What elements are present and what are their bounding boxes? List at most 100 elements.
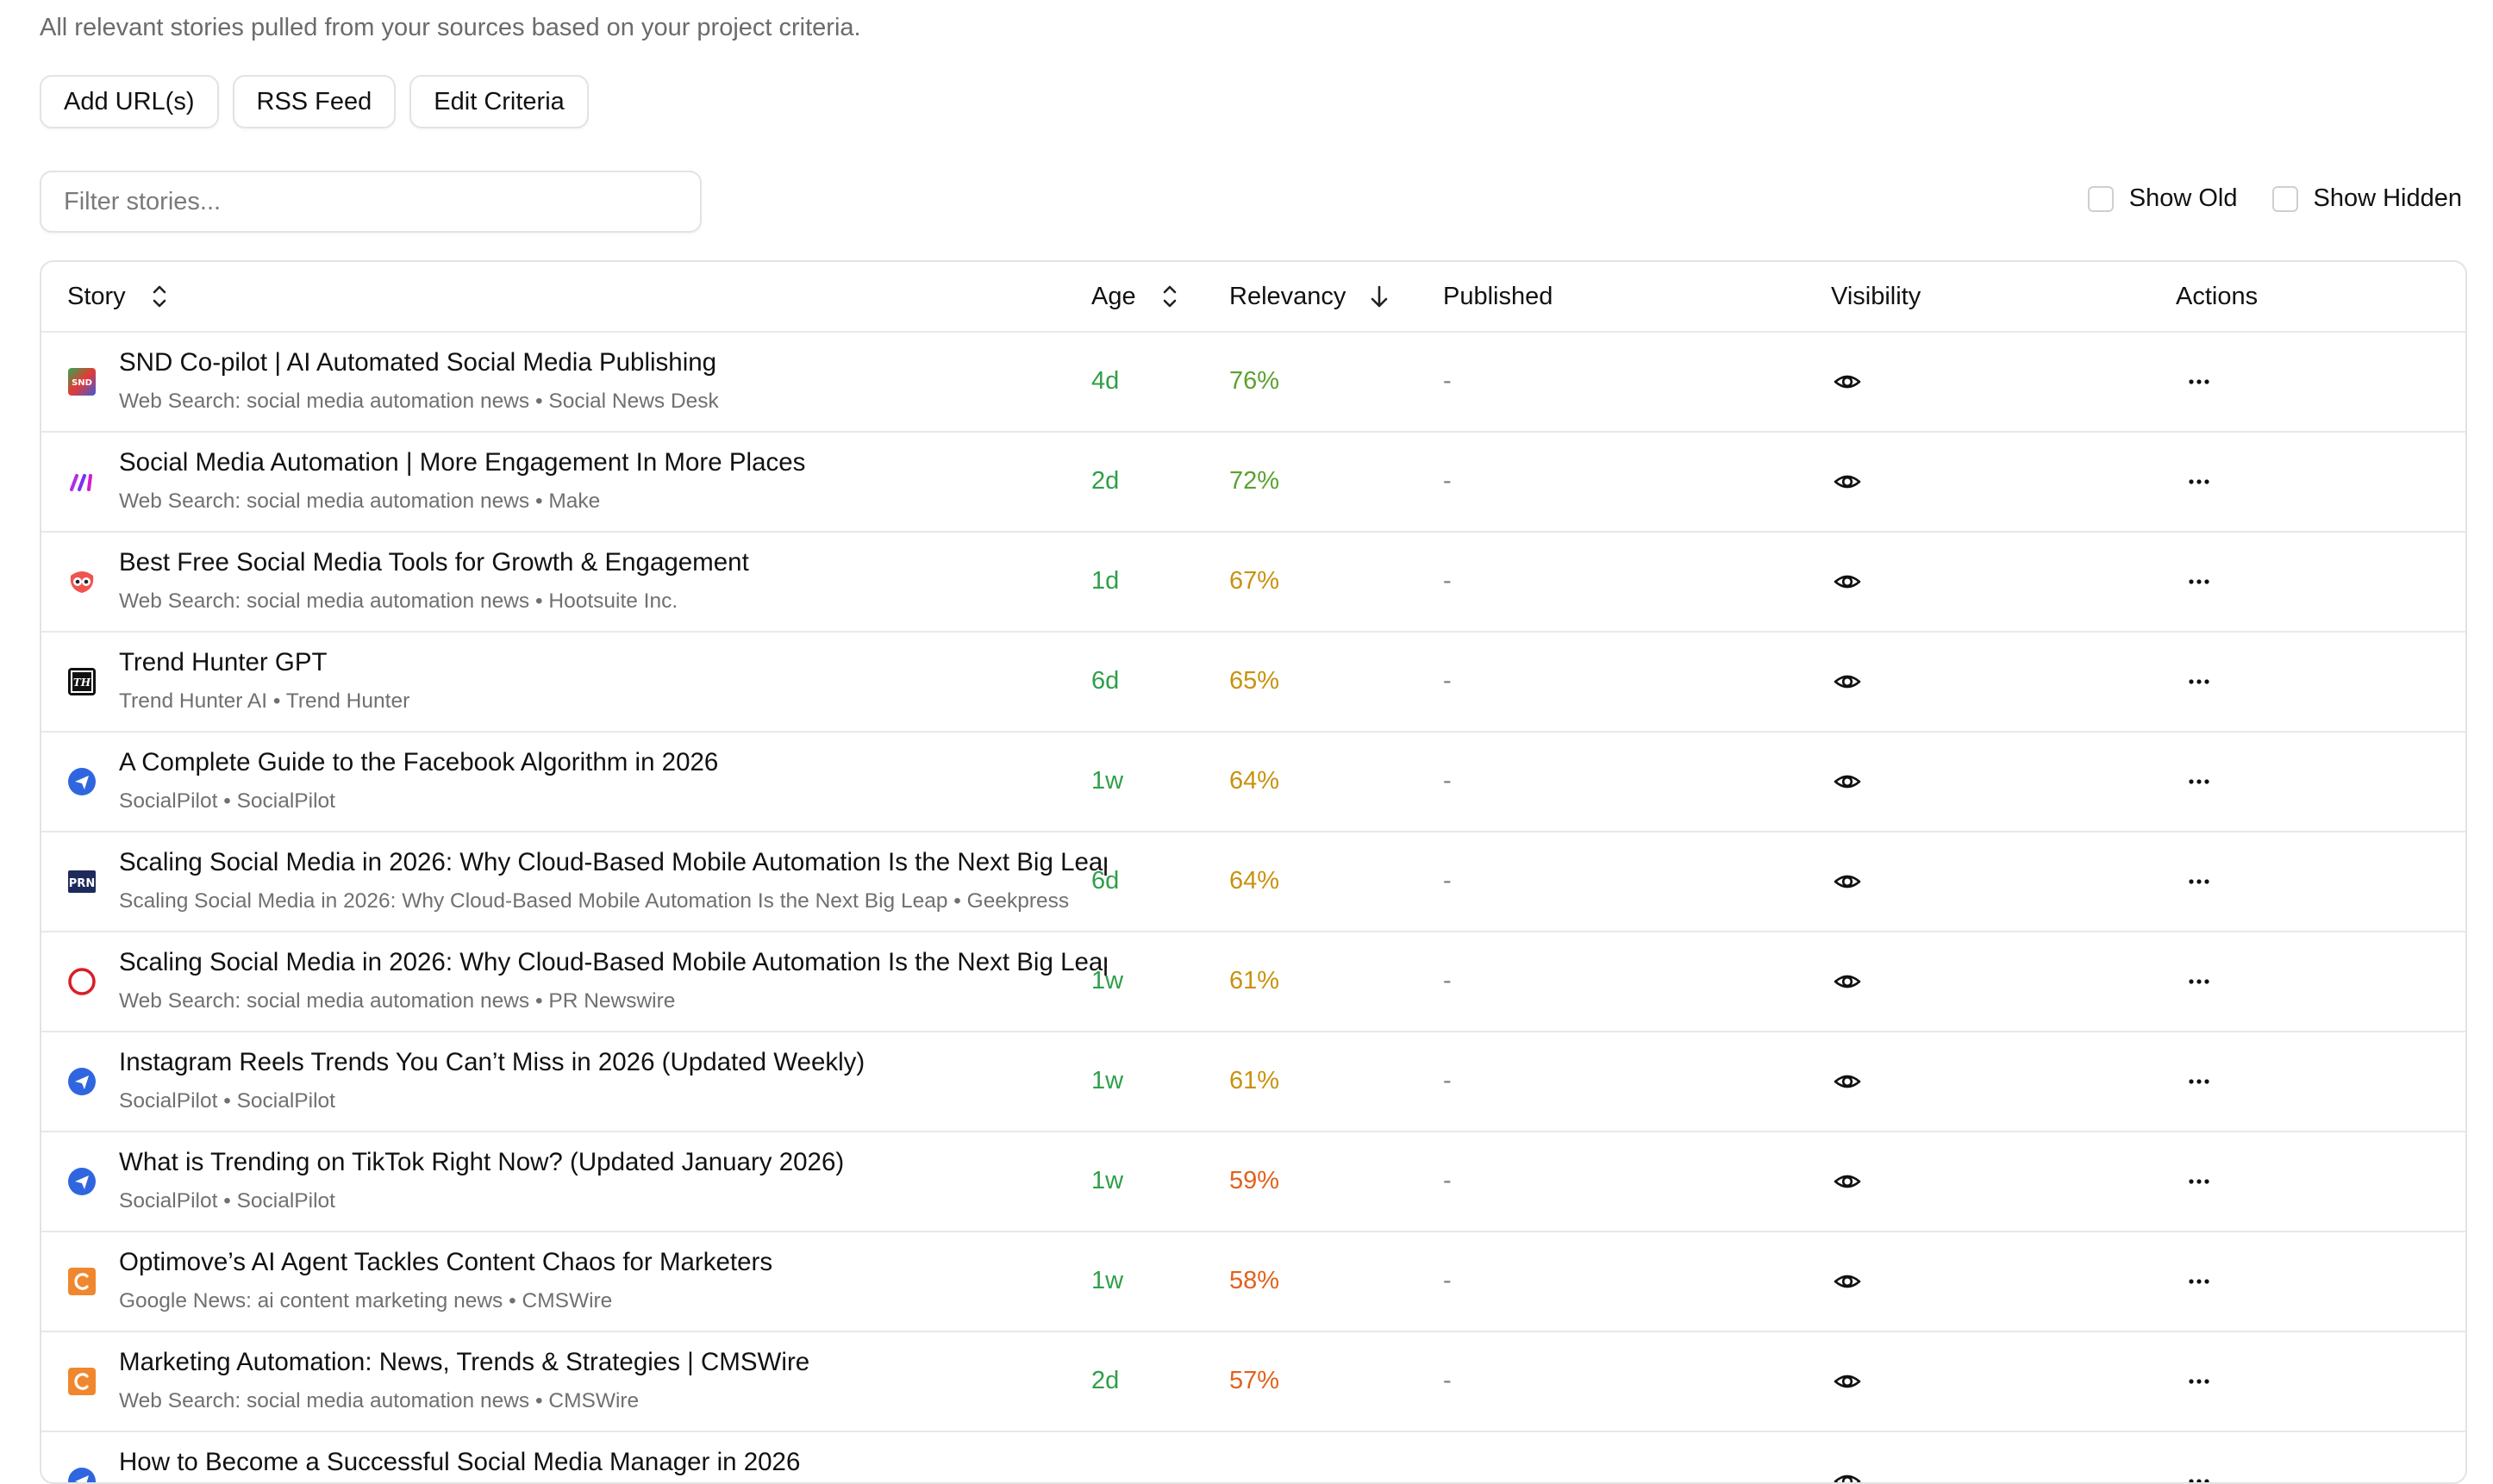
story-title-link[interactable]: How to Become a Successful Social Media … bbox=[119, 1448, 801, 1476]
visibility-eye-icon[interactable] bbox=[1833, 367, 1862, 396]
sort-both-icon[interactable] bbox=[1159, 283, 1181, 310]
table-header: Story Age Relevancy Published Visibility bbox=[41, 262, 2465, 333]
story-title-link[interactable]: Best Free Social Media Tools for Growth … bbox=[119, 548, 749, 577]
story-source-meta: Web Search: social media automation news… bbox=[119, 989, 676, 1013]
hootsuite-favicon-icon bbox=[67, 567, 97, 596]
socialpilot-favicon-icon bbox=[67, 1067, 97, 1096]
show-old-label: Show Old bbox=[2128, 184, 2238, 212]
table-row[interactable]: Optimove’s AI Agent Tackles Content Chao… bbox=[41, 1232, 2465, 1332]
table-row[interactable]: SND SND Co-pilot | AI Automated Social Me… bbox=[41, 333, 2465, 433]
story-relevancy: 61% bbox=[1229, 1067, 1280, 1094]
show-old-toggle[interactable]: Show Old bbox=[2087, 184, 2238, 213]
story-title-link[interactable]: Social Media Automation | More Engagemen… bbox=[119, 448, 806, 477]
visibility-eye-icon[interactable] bbox=[1833, 1067, 1862, 1096]
show-hidden-toggle[interactable]: Show Hidden bbox=[2271, 184, 2462, 213]
visibility-eye-icon[interactable] bbox=[1833, 967, 1862, 996]
table-row[interactable]: How to Become a Successful Social Media … bbox=[41, 1432, 2465, 1482]
show-old-checkbox[interactable] bbox=[2087, 185, 2114, 212]
story-published: - bbox=[1443, 567, 1452, 595]
table-row[interactable]: Instagram Reels Trends You Can’t Miss in… bbox=[41, 1032, 2465, 1132]
more-actions-icon[interactable] bbox=[2184, 867, 2214, 896]
story-age: 1w bbox=[1091, 1067, 1124, 1094]
column-header-story[interactable]: Story bbox=[67, 262, 171, 331]
sort-both-icon[interactable] bbox=[148, 283, 171, 310]
more-actions-icon[interactable] bbox=[2184, 667, 2214, 696]
more-actions-icon[interactable] bbox=[2184, 567, 2214, 596]
visibility-eye-icon[interactable] bbox=[1833, 467, 1862, 496]
story-age: 4d bbox=[1091, 367, 1120, 395]
story-age: 2d bbox=[1091, 467, 1120, 495]
add-urls-button[interactable]: Add URL(s) bbox=[40, 75, 219, 128]
story-title-link[interactable]: A Complete Guide to the Facebook Algorit… bbox=[119, 748, 719, 776]
table-row[interactable]: Marketing Automation: News, Trends & Str… bbox=[41, 1332, 2465, 1432]
prn-favicon-icon: PRN bbox=[67, 867, 97, 896]
column-header-relevancy[interactable]: Relevancy bbox=[1229, 262, 1390, 331]
visibility-eye-icon[interactable] bbox=[1833, 1267, 1862, 1296]
more-actions-icon[interactable] bbox=[2184, 367, 2214, 396]
column-header-visibility: Visibility bbox=[1831, 262, 1921, 331]
story-title-link[interactable]: Instagram Reels Trends You Can’t Miss in… bbox=[119, 1048, 865, 1076]
visibility-eye-icon[interactable] bbox=[1833, 667, 1862, 696]
table-body: SND SND Co-pilot | AI Automated Social Me… bbox=[41, 333, 2465, 1482]
column-header-published: Published bbox=[1443, 262, 1553, 331]
edit-criteria-button[interactable]: Edit Criteria bbox=[409, 75, 589, 128]
story-title-link[interactable]: What is Trending on TikTok Right Now? (U… bbox=[119, 1148, 845, 1176]
column-label-age: Age bbox=[1091, 282, 1136, 310]
story-title-link[interactable]: Optimove’s AI Agent Tackles Content Chao… bbox=[119, 1248, 773, 1276]
more-actions-icon[interactable] bbox=[2184, 967, 2214, 996]
story-relevancy: 65% bbox=[1229, 667, 1280, 695]
table-row[interactable]: Social Media Automation | More Engagemen… bbox=[41, 433, 2465, 533]
rss-feed-button[interactable]: RSS Feed bbox=[232, 75, 397, 128]
more-actions-icon[interactable] bbox=[2184, 767, 2214, 796]
visibility-eye-icon[interactable] bbox=[1833, 867, 1862, 896]
table-row[interactable]: PRN Scaling Social Media in 2026: Why Clo… bbox=[41, 832, 2465, 932]
table-row[interactable]: Best Free Social Media Tools for Growth … bbox=[41, 533, 2465, 633]
story-title-link[interactable]: SND Co-pilot | AI Automated Social Media… bbox=[119, 348, 717, 377]
story-age: 2d bbox=[1091, 1367, 1120, 1394]
story-title-link[interactable]: Trend Hunter GPT bbox=[119, 648, 328, 677]
story-published: - bbox=[1443, 1167, 1452, 1194]
more-actions-icon[interactable] bbox=[2184, 1267, 2214, 1296]
show-hidden-checkbox[interactable] bbox=[2271, 185, 2298, 212]
visibility-eye-icon[interactable] bbox=[1833, 1167, 1862, 1196]
svg-text:SND: SND bbox=[72, 378, 92, 388]
more-actions-icon[interactable] bbox=[2184, 1467, 2214, 1482]
story-published: - bbox=[1443, 667, 1452, 695]
story-age: 1w bbox=[1091, 1267, 1124, 1294]
story-relevancy: 61% bbox=[1229, 967, 1280, 995]
sort-descending-icon[interactable] bbox=[1368, 283, 1390, 310]
column-header-age[interactable]: Age bbox=[1091, 262, 1181, 331]
column-header-actions: Actions bbox=[2176, 262, 2258, 331]
more-actions-icon[interactable] bbox=[2184, 467, 2214, 496]
column-label-relevancy: Relevancy bbox=[1229, 282, 1346, 310]
story-published: - bbox=[1443, 1367, 1452, 1394]
story-relevancy: 64% bbox=[1229, 767, 1280, 795]
story-age: 6d bbox=[1091, 667, 1120, 695]
story-age: 1w bbox=[1091, 767, 1124, 795]
cmswire-favicon-icon bbox=[67, 1267, 97, 1296]
visibility-eye-icon[interactable] bbox=[1833, 1467, 1862, 1482]
story-relevancy: 59% bbox=[1229, 1167, 1280, 1194]
table-row[interactable]: Scaling Social Media in 2026: Why Cloud-… bbox=[41, 932, 2465, 1032]
more-actions-icon[interactable] bbox=[2184, 1067, 2214, 1096]
story-title-link[interactable]: Marketing Automation: News, Trends & Str… bbox=[119, 1348, 810, 1376]
table-row[interactable]: What is Trending on TikTok Right Now? (U… bbox=[41, 1132, 2465, 1232]
story-published: - bbox=[1443, 367, 1452, 395]
table-row[interactable]: A Complete Guide to the Facebook Algorit… bbox=[41, 733, 2465, 832]
story-source-meta: SocialPilot • SocialPilot bbox=[119, 789, 335, 813]
stories-table: Story Age Relevancy Published Visibility bbox=[40, 260, 2467, 1484]
story-title-link[interactable]: Scaling Social Media in 2026: Why Cloud-… bbox=[119, 948, 1107, 976]
story-source-meta: Scaling Social Media in 2026: Why Cloud-… bbox=[119, 889, 1070, 913]
story-published: - bbox=[1443, 867, 1452, 895]
story-title-link[interactable]: Scaling Social Media in 2026: Why Cloud-… bbox=[119, 848, 1107, 876]
visibility-eye-icon[interactable] bbox=[1833, 767, 1862, 796]
visibility-eye-icon[interactable] bbox=[1833, 1367, 1862, 1396]
table-row[interactable]: TH Trend Hunter GPT Trend Hunter AI • Tren… bbox=[41, 633, 2465, 733]
column-label-actions: Actions bbox=[2176, 282, 2259, 310]
visibility-eye-icon[interactable] bbox=[1833, 567, 1862, 596]
more-actions-icon[interactable] bbox=[2184, 1367, 2214, 1396]
story-published: - bbox=[1443, 1267, 1452, 1294]
filter-stories-input[interactable] bbox=[40, 171, 702, 233]
story-source-meta: Web Search: social media automation news… bbox=[119, 1389, 640, 1412]
more-actions-icon[interactable] bbox=[2184, 1167, 2214, 1196]
